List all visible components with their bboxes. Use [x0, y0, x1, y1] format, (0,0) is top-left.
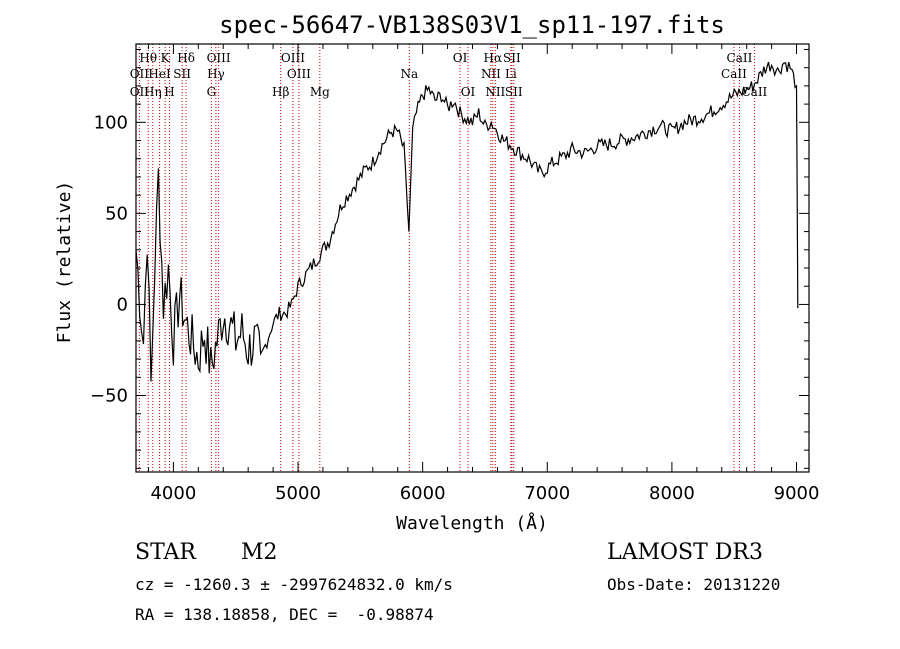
object-class: STAR: [135, 540, 196, 565]
emission-line-markers: [138, 44, 755, 472]
line-label: OII: [130, 85, 150, 99]
axis-ticks: 4000 5000 6000 7000 8000 9000 −50 0 50 100: [90, 44, 819, 504]
y-tick-label: 0: [117, 294, 128, 315]
redshift-line: cz = -1260.3 ± -2997624832.0 km/s: [135, 575, 453, 594]
y-tick-label: 50: [105, 203, 128, 224]
line-label: K: [161, 51, 171, 65]
line-label: Hβ: [272, 85, 289, 99]
line-label: G: [207, 85, 217, 99]
spectrum-series-line: [135, 61, 799, 382]
line-label: Na: [400, 67, 418, 81]
line-label: OI: [461, 85, 476, 99]
x-tick-label: 6000: [400, 483, 446, 504]
y-tick-label: −50: [90, 386, 128, 407]
x-tick-label: 9000: [774, 483, 820, 504]
survey-name: LAMOST DR3: [607, 540, 763, 565]
line-label: Hα: [484, 51, 503, 65]
line-label: OIII: [281, 51, 305, 65]
x-tick-label: 4000: [150, 483, 196, 504]
line-label: Mg: [310, 85, 330, 99]
line-label: NII: [485, 85, 505, 99]
plot-frame: [135, 43, 810, 473]
line-label: SII: [503, 51, 521, 65]
y-tick-label: 100: [94, 112, 128, 133]
line-label: Hη: [144, 85, 162, 99]
line-label: CaII: [721, 67, 747, 81]
x-tick-label: 8000: [649, 483, 695, 504]
x-axis-label: Wavelength (Å): [396, 512, 548, 534]
line-label: OIII: [287, 67, 311, 81]
line-label: NII: [481, 67, 501, 81]
line-label: OI: [453, 51, 468, 65]
line-label: Hδ: [177, 51, 195, 65]
line-label: Hθ: [139, 51, 157, 65]
object-subclass: M2: [241, 540, 278, 565]
line-label: OIII: [207, 51, 231, 65]
chart-title: spec-56647-VB138S03V1_sp11-197.fits: [219, 11, 725, 39]
coordinates-line: RA = 138.18858, DEC = -0.98874: [135, 605, 434, 624]
observation-date: Obs-Date: 20131220: [607, 575, 781, 594]
line-label: OII: [130, 67, 150, 81]
line-label: HeI: [148, 67, 171, 81]
line-label: Hγ: [207, 67, 225, 81]
line-label: Li: [505, 67, 517, 81]
y-axis-label: Flux (relative): [54, 181, 75, 344]
x-tick-label: 7000: [524, 483, 570, 504]
line-label: SII: [173, 67, 191, 81]
line-label: SII: [505, 85, 523, 99]
line-label: CaII: [727, 51, 753, 65]
x-tick-label: 5000: [275, 483, 321, 504]
line-label: H: [164, 85, 174, 99]
